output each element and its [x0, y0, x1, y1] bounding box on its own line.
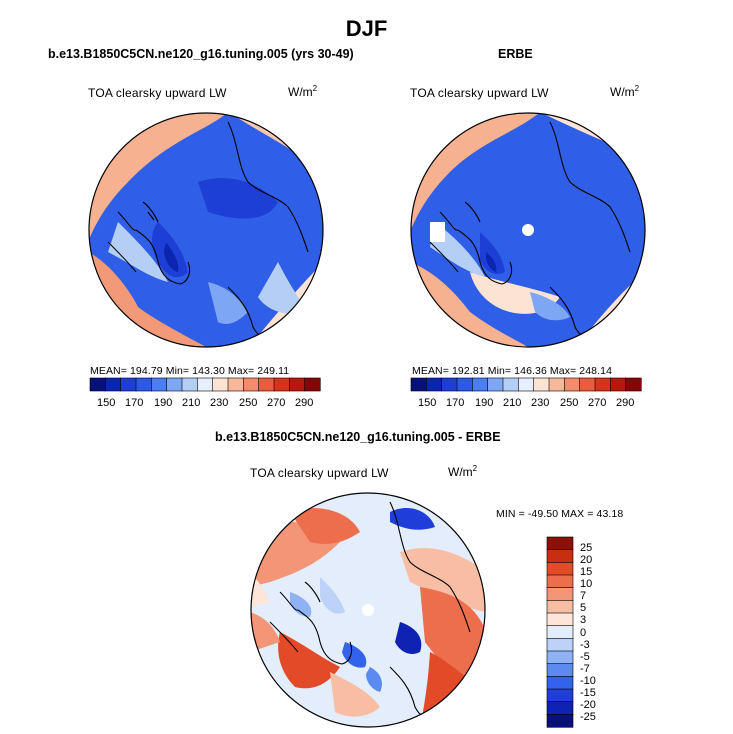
panel-diff-title: b.e13.B1850C5CN.ne120_g16.tuning.005 - E… [215, 430, 501, 444]
cbar-tick: 170 [125, 397, 144, 409]
cbar-tick: 3 [580, 614, 587, 626]
panel-erbe-field-label: TOA clearsky upward LW [410, 86, 549, 100]
colorbar-swatch [546, 650, 574, 665]
colorbar-swatch [258, 377, 275, 392]
panel-model-title: b.e13.B1850C5CN.ne120_g16.tuning.005 (yr… [48, 47, 354, 61]
colorbar-swatch [472, 377, 489, 392]
colorbar-swatch [89, 377, 106, 392]
colorbar-swatch [546, 701, 574, 715]
colorbar-swatch [135, 377, 152, 392]
cbar-tick: 150 [418, 397, 437, 409]
colorbar-swatch [546, 536, 574, 551]
page-title: DJF [345, 16, 388, 41]
panel-erbe-stats: MEAN= 192.81 Min= 146.36 Max= 248.14 [412, 365, 613, 377]
cbar-tick: 170 [446, 397, 465, 409]
colorbar-swatch [546, 714, 574, 728]
cbar-tick: 270 [267, 397, 286, 409]
colorbar-swatch [426, 377, 443, 392]
colorbar-swatch [546, 638, 574, 652]
cbar-tick: 7 [580, 590, 587, 602]
cbar-tick: -5 [580, 651, 590, 663]
panel-model-units: W/m2 [288, 84, 318, 99]
cbar-tick: 190 [475, 397, 494, 409]
cbar-tick: 190 [154, 397, 173, 409]
cbar-tick: 25 [580, 542, 593, 554]
colorbar-swatch [546, 562, 574, 576]
colorbar-swatch [548, 377, 565, 392]
colorbar-swatch [546, 663, 574, 677]
panel-erbe-colorbar [410, 377, 642, 392]
colorbar-swatch [610, 377, 627, 392]
colorbar-swatch [441, 377, 458, 392]
cbar-tick: 15 [580, 566, 593, 578]
colorbar-swatch [546, 676, 574, 690]
colorbar-swatch [546, 688, 574, 703]
colorbar-swatch [410, 377, 427, 392]
colorbar-swatch [518, 377, 535, 392]
cbar-tick: 230 [210, 397, 229, 409]
colorbar-swatch [456, 377, 473, 392]
cbar-tick: 150 [97, 397, 116, 409]
cbar-tick: -10 [580, 675, 596, 687]
cbar-tick: -7 [580, 663, 590, 675]
colorbar-swatch [546, 549, 574, 563]
cbar-tick: 290 [295, 397, 314, 409]
colorbar-swatch [546, 612, 574, 627]
cbar-tick: 0 [580, 627, 587, 639]
panel-diff-units: W/m2 [448, 464, 478, 479]
cbar-tick: 290 [616, 397, 635, 409]
panel-model-field-label: TOA clearsky upward LW [88, 86, 227, 100]
colorbar-swatch [181, 377, 198, 392]
colorbar-swatch [502, 377, 519, 392]
cbar-tick: 210 [503, 397, 522, 409]
cbar-tick: -15 [580, 687, 596, 699]
cbar-tick: 20 [580, 554, 593, 566]
colorbar-swatch [564, 377, 581, 392]
cbar-tick: 10 [580, 578, 593, 590]
colorbar-swatch [625, 377, 642, 392]
cbar-tick: 230 [531, 397, 550, 409]
panel-model-colorbar-ticks: 150 170 190 210 230 250 270 290 [90, 397, 320, 411]
cbar-tick: -3 [580, 639, 590, 651]
colorbar-swatch [546, 587, 574, 601]
colorbar-swatch [546, 574, 574, 589]
panel-erbe-title: ERBE [498, 47, 533, 61]
colorbar-swatch [120, 377, 137, 392]
panel-diff-field-label: TOA clearsky upward LW [250, 466, 389, 480]
cbar-tick: 250 [560, 397, 579, 409]
panel-diff-map [250, 492, 486, 728]
colorbar-swatch [487, 377, 504, 392]
colorbar-swatch [166, 377, 183, 392]
cbar-tick: -25 [580, 711, 596, 723]
colorbar-swatch [579, 377, 596, 392]
cbar-tick: -20 [580, 699, 596, 711]
colorbar-swatch [273, 377, 290, 392]
panel-erbe-map [410, 112, 646, 348]
colorbar-swatch [105, 377, 122, 392]
panel-model-colorbar [89, 377, 321, 392]
colorbar-swatch [197, 377, 214, 392]
cbar-tick: 210 [182, 397, 201, 409]
panel-erbe-colorbar-ticks: 150 170 190 210 230 250 270 290 [411, 397, 641, 411]
cbar-tick: 5 [580, 602, 587, 614]
colorbar-swatch [533, 377, 550, 392]
colorbar-swatch [546, 600, 574, 614]
colorbar-swatch [151, 377, 168, 392]
colorbar-swatch [212, 377, 229, 392]
panel-diff-stats: MIN = -49.50 MAX = 43.18 [496, 508, 624, 520]
colorbar-swatch [289, 377, 306, 392]
colorbar-swatch [304, 377, 321, 392]
panel-diff-colorbar [546, 536, 574, 728]
panel-model-map [88, 112, 324, 348]
colorbar-swatch [594, 377, 611, 392]
cbar-tick: 250 [239, 397, 258, 409]
panel-erbe-units: W/m2 [610, 84, 640, 99]
colorbar-swatch [546, 625, 574, 639]
colorbar-swatch [243, 377, 260, 392]
colorbar-swatch [227, 377, 244, 392]
panel-model-stats: MEAN= 194.79 Min= 143.30 Max= 249.11 [90, 365, 290, 377]
panel-diff-colorbar-ticks: 25 20 15 10 7 5 3 0 -3 -5 -7 -10 -15 -20… [580, 537, 610, 727]
cbar-tick: 270 [588, 397, 607, 409]
